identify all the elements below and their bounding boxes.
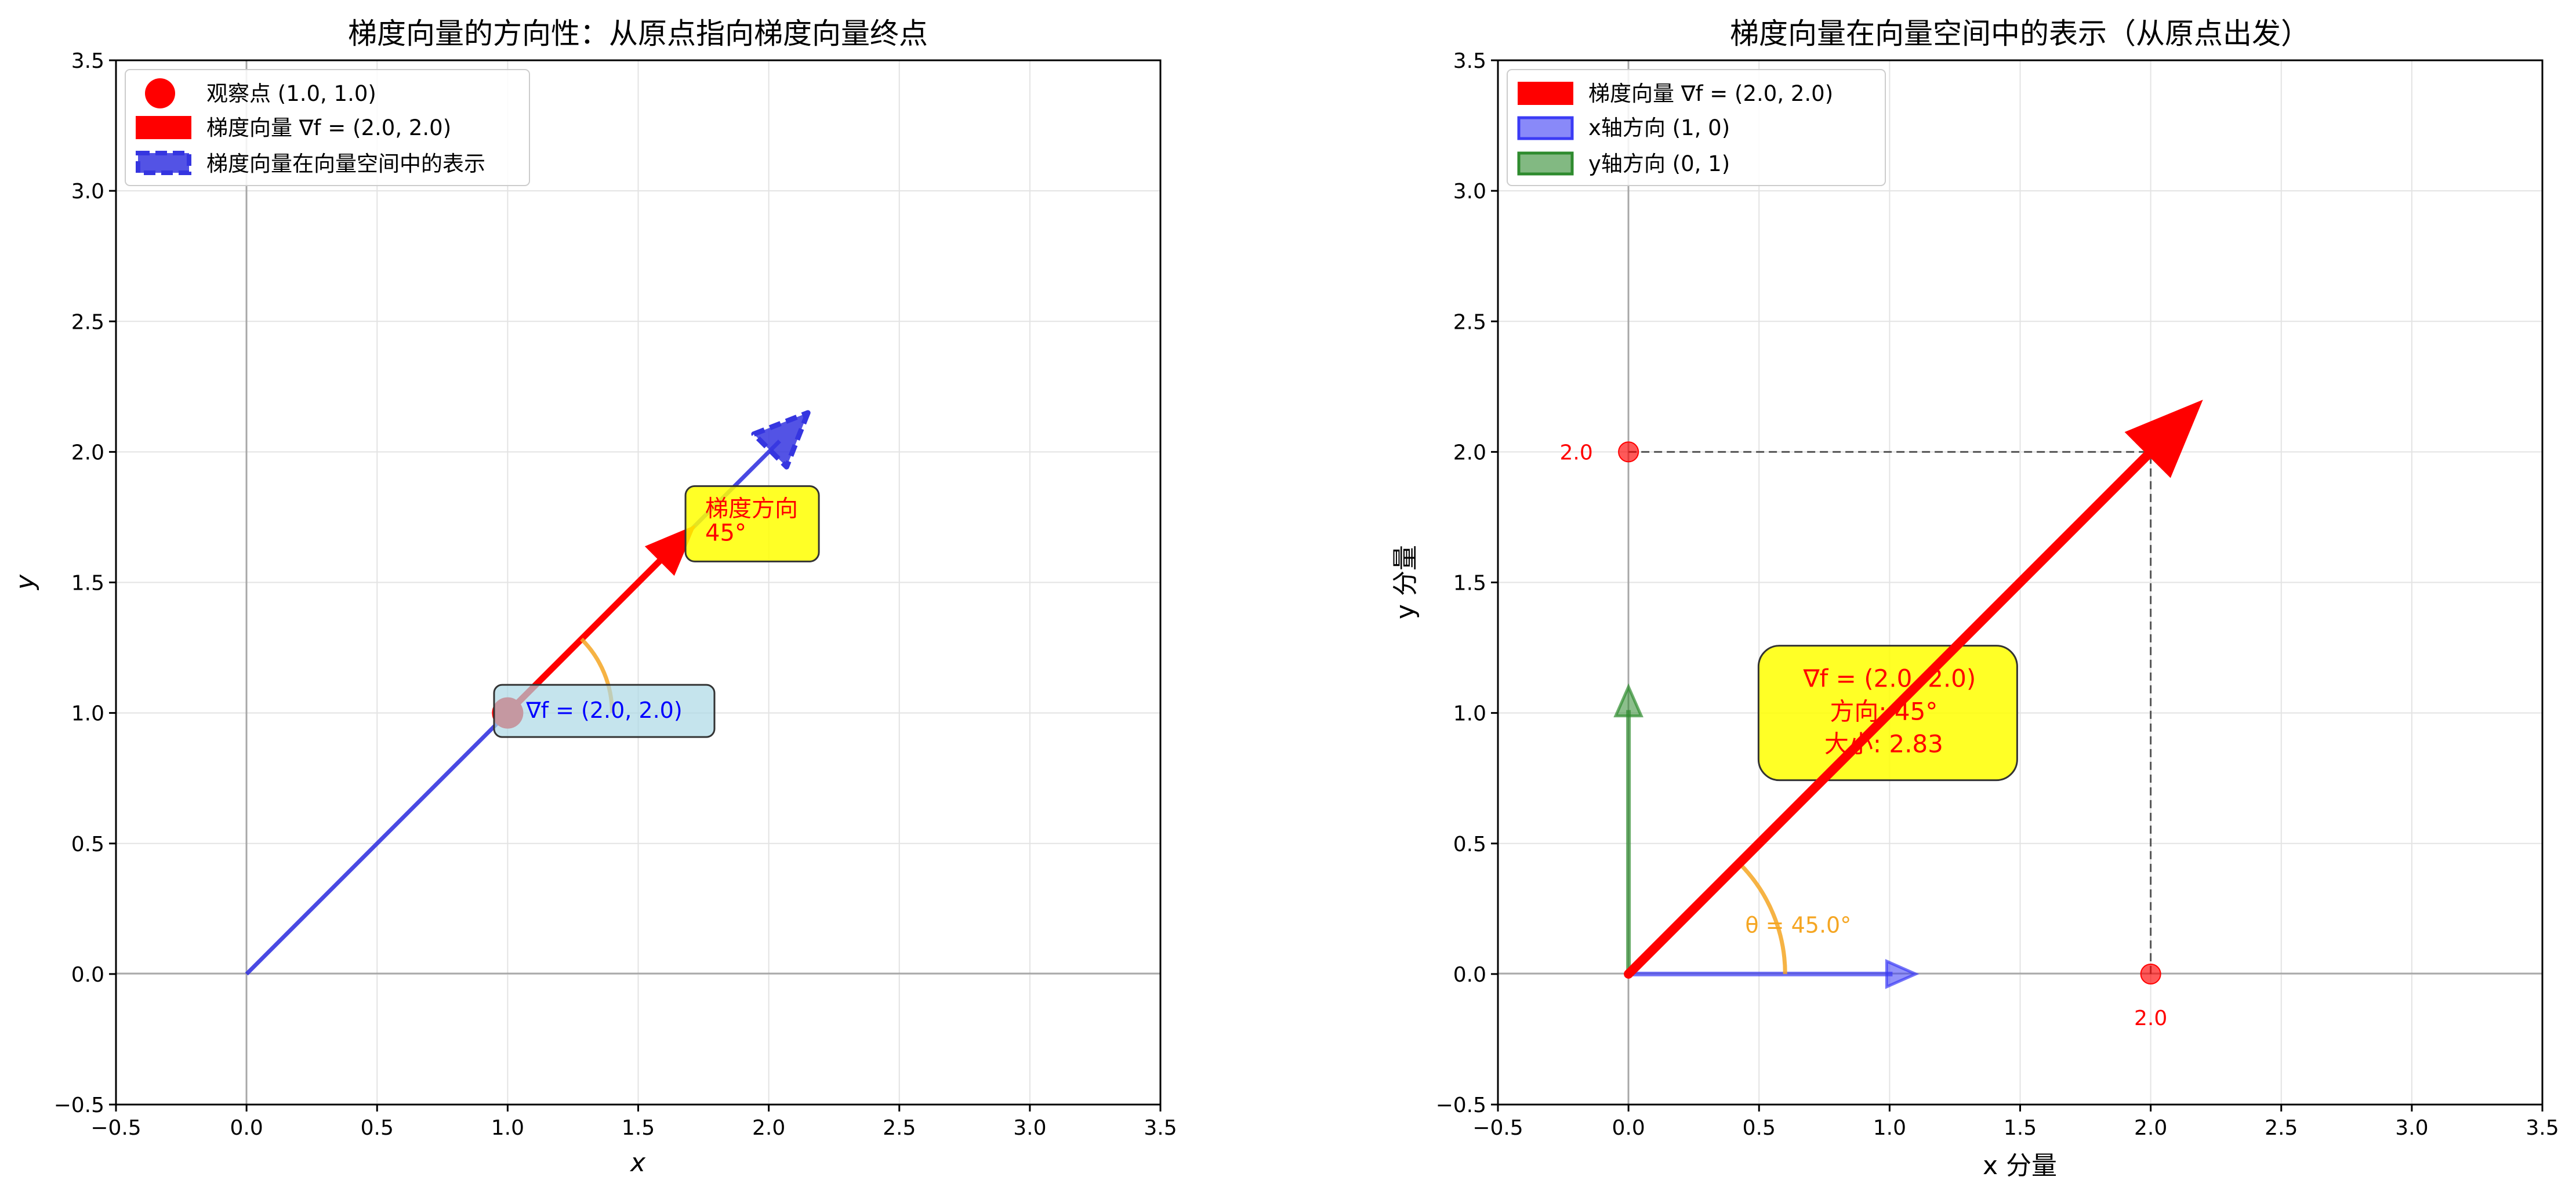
y-tick-label-right: 1.5 (1453, 572, 1486, 595)
y-tick-label-left: 3.0 (71, 180, 104, 204)
legend-frame-right (1507, 69, 1886, 186)
x-tick-label-right: 2.5 (2265, 1116, 2298, 1140)
x-axis-label-right: x 分量 (1983, 1151, 2057, 1181)
x-tick-label-left: 2.0 (752, 1116, 785, 1140)
legend-label-left-1: 梯度向量 ∇f = (2.0, 2.0) (206, 115, 451, 140)
x-tick-label-right: 1.0 (1873, 1116, 1906, 1140)
x-tick-label-right: 3.5 (2526, 1116, 2559, 1140)
annotation-text-summary-0: ∇f = (2.0, 2.0) (1802, 664, 1976, 693)
y-tick-label-left: 1.0 (71, 702, 104, 726)
y-tick-label-right: 3.5 (1453, 49, 1486, 73)
x-tick-label-left: 3.0 (1013, 1116, 1046, 1140)
legend-label-left-2: 梯度向量在向量空间中的表示 (206, 151, 485, 176)
annotation-text-gradient-value: ∇f = (2.0, 2.0) (525, 698, 682, 723)
x-tick-label-left: 0.0 (230, 1116, 263, 1140)
angle-arc-right (1737, 862, 1787, 974)
y-tick-label-left: 1.5 (71, 572, 104, 595)
arrowhead-x-direction (1885, 959, 1920, 989)
annotation-text-direction-0: 梯度方向 (705, 495, 798, 522)
legend-swatch-red-arrow (136, 116, 191, 139)
legend-swatch-x-direction (1517, 116, 1574, 140)
y-axis-label-left: y (10, 574, 40, 591)
ticks-right: −0.5 0.0 0.5 1.0 1.5 2.0 2.5 3.0 3.5 −0.5 0.0 0.5 1.… (1436, 49, 2559, 1140)
y-tick-label-left: 3.5 (71, 49, 104, 73)
y-tick-label-left: 2.5 (71, 310, 104, 334)
legend-frame-left (125, 69, 530, 186)
projection-point-1 (2140, 963, 2161, 985)
legend-right: 梯度向量 ∇f = (2.0, 2.0) x轴方向 (1, 0) y轴方向 (0… (1507, 69, 1886, 186)
y-tick-label-right: 0.5 (1453, 833, 1486, 856)
x-tick-label-left: 3.5 (1144, 1116, 1177, 1140)
legend-label-right-2: y轴方向 (0, 1) (1588, 151, 1730, 176)
y-tick-label-right: 3.0 (1453, 180, 1486, 204)
legend-swatch-dashed-arrow (136, 151, 191, 175)
y-tick-label-right: 0.0 (1453, 963, 1486, 987)
y-tick-label-left: −0.5 (54, 1094, 104, 1117)
arrowhead-gradient (2124, 399, 2203, 478)
annotation-box-gradient-value (493, 684, 716, 738)
chart-right: 2.02.0∇f = (2.0, 2.0)方向: 45°大小: 2.83θ = … (1391, 17, 2559, 1181)
marks-right: 2.02.0∇f = (2.0, 2.0)方向: 45°大小: 2.83θ = … (1559, 399, 2203, 1030)
legend-label-left-0: 观察点 (1.0, 1.0) (206, 81, 376, 106)
x-tick-label-left: 0.5 (361, 1116, 394, 1140)
arrowhead-y-direction (1613, 683, 1643, 718)
x-tick-label-right: 0.0 (1612, 1116, 1645, 1140)
y-tick-label-right: 2.5 (1453, 310, 1486, 334)
x-tick-label-left: 1.5 (622, 1116, 655, 1140)
vector-line-gradient (1624, 439, 2164, 979)
x-tick-label-left: 1.0 (491, 1116, 524, 1140)
projection-label-1: 2.0 (2134, 1007, 2167, 1030)
y-tick-label-left: 0.5 (71, 833, 104, 856)
y-tick-label-right: 2.0 (1453, 441, 1486, 464)
legend-label-right-1: x轴方向 (1, 0) (1588, 115, 1730, 140)
legend-swatch-y-direction (1517, 151, 1574, 176)
projection-label-0: 2.0 (1559, 441, 1592, 464)
projection-point-0 (1618, 441, 1639, 463)
legend-swatch-gradient (1518, 82, 1573, 105)
chart-title-right: 梯度向量在向量空间中的表示（从原点出发） (1730, 17, 2310, 50)
legend-label-right-0: 梯度向量 ∇f = (2.0, 2.0) (1588, 81, 1833, 106)
x-tick-label-right: 3.0 (2395, 1116, 2428, 1140)
legend-left: 观察点 (1.0, 1.0) 梯度向量 ∇f = (2.0, 2.0) 梯度向量… (125, 69, 530, 186)
y-tick-label-left: 2.0 (71, 441, 104, 464)
x-tick-label-right: 2.0 (2134, 1116, 2167, 1140)
x-tick-label-right: 0.5 (1743, 1116, 1776, 1140)
x-tick-label-left: −0.5 (90, 1116, 141, 1140)
x-tick-label-right: 1.5 (2004, 1116, 2037, 1140)
annotation-text-direction-1: 45° (705, 520, 746, 546)
y-tick-label-right: −0.5 (1436, 1094, 1486, 1117)
arrowhead-red (644, 525, 696, 576)
x-tick-label-left: 2.5 (883, 1116, 916, 1140)
arrowhead-blue-dashed (751, 410, 811, 470)
ticks-left: −0.5 0.0 0.5 1.0 1.5 2.0 2.5 3.0 3.5 −0.5 0.0 0.5 1.… (54, 49, 1177, 1140)
annotation-text-theta: θ = 45.0° (1745, 912, 1851, 938)
chart-title-left: 梯度向量的方向性：从原点指向梯度向量终点 (348, 17, 928, 50)
y-tick-label-left: 0.0 (71, 963, 104, 987)
legend-swatch-point (145, 78, 175, 108)
annotation-box-direction (684, 485, 820, 562)
y-tick-label-right: 1.0 (1453, 702, 1486, 726)
x-axis-label-left: x (629, 1148, 646, 1178)
x-tick-label-right: −0.5 (1472, 1116, 1523, 1140)
y-axis-label-right: y 分量 (1391, 545, 1420, 619)
